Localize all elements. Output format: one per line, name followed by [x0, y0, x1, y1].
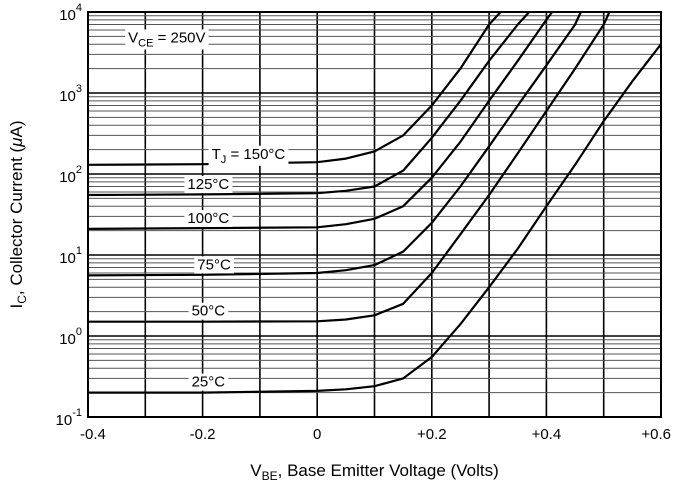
x-tick-label: -0.4 — [80, 426, 106, 443]
curve-labels: TJ = 150°C 125°C 100°C 75°C 50°C 25°C — [184, 145, 289, 391]
series-line-4 — [88, 11, 611, 323]
y-tick-label: 102 — [59, 164, 82, 186]
y-tick-label: 104 — [59, 2, 82, 24]
series-label-background — [208, 145, 289, 166]
series-label-background — [194, 256, 234, 274]
x-gridlines — [144, 12, 605, 417]
plot-frame — [87, 11, 662, 418]
series-label-1: 125°C — [187, 176, 229, 193]
series-label-background — [184, 176, 233, 194]
y-tick-label: 100 — [59, 326, 82, 348]
series-label-0: TJ = 150°C — [212, 146, 286, 166]
x-tick-label: 0 — [313, 426, 321, 443]
series-label-2: 100°C — [187, 210, 229, 227]
condition-label: VCE = 250V — [128, 30, 205, 50]
y-tick-labels: 10-1 100 101 102 103 104 — [56, 2, 82, 429]
x-tick-label: +0.4 — [532, 426, 562, 443]
y-tick-label: 10-1 — [56, 407, 82, 429]
series-layer — [87, 11, 662, 394]
series-label-4: 50°C — [192, 303, 226, 320]
series-label-background — [188, 302, 229, 320]
series-label-3: 75°C — [197, 256, 231, 273]
series-label-5: 25°C — [192, 374, 226, 391]
x-tick-label: -0.2 — [190, 426, 216, 443]
x-axis-title: VBE, Base Emitter Voltage (Volts) — [250, 461, 498, 483]
x-tick-label: +0.6 — [641, 426, 671, 443]
series-line-1 — [87, 11, 531, 197]
y-minor-gridlines — [88, 15, 661, 394]
series-line-5 — [88, 43, 662, 394]
x-tick-labels: -0.4 -0.2 0 +0.2 +0.4 +0.6 — [80, 426, 671, 443]
y-tick-label: 101 — [59, 245, 82, 267]
y-axis-title: IC, Collector Current (μA) — [7, 120, 29, 308]
series-line-3 — [87, 11, 582, 277]
series-label-background — [188, 373, 229, 391]
y-tick-label: 103 — [59, 83, 82, 105]
series-label-background — [184, 209, 233, 227]
condition-label-background — [125, 29, 209, 50]
x-tick-label: +0.2 — [417, 426, 447, 443]
series-line-2 — [87, 11, 553, 230]
